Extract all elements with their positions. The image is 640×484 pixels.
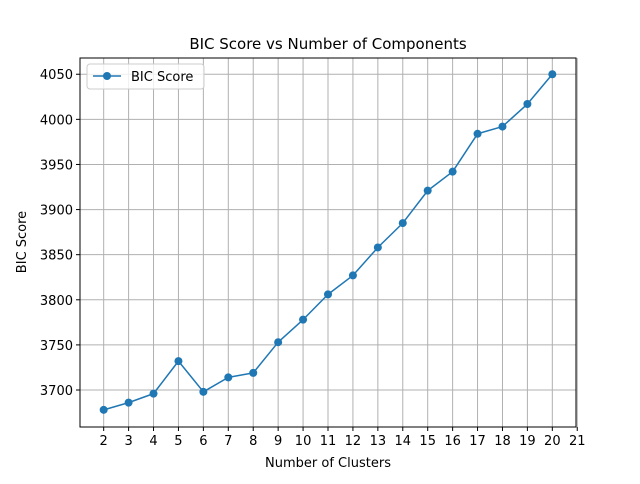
y-tick-label: 3750 (40, 339, 73, 354)
x-tick-label: 11 (320, 434, 337, 449)
data-point (423, 186, 432, 195)
data-point (523, 100, 532, 109)
data-point (249, 368, 258, 377)
x-axis-ticks: 2 3 4 5 6 7 8 9 10 11 12 13 14 15 16 17 18 19 20 21 (100, 427, 586, 449)
data-point (398, 219, 407, 228)
x-tick-label: 20 (544, 434, 561, 449)
x-tick-label: 18 (494, 434, 511, 449)
legend-box (86, 63, 205, 90)
y-tick-label: 3900 (40, 204, 73, 219)
data-point (498, 122, 507, 131)
y-tick-label: 3700 (40, 384, 73, 399)
legend-marker-sample (103, 72, 111, 80)
data-point (99, 405, 108, 414)
data-point (199, 387, 208, 396)
legend: BIC Score (86, 63, 205, 90)
x-tick-label: 17 (469, 434, 486, 449)
x-axis-label: Number of Clusters (265, 456, 391, 471)
y-tick-label: 4050 (40, 68, 73, 83)
x-tick-label: 19 (519, 434, 536, 449)
x-tick-label: 14 (395, 434, 412, 449)
data-point (548, 70, 557, 79)
data-point (324, 290, 332, 299)
x-tick-label: 7 (224, 434, 232, 449)
y-tick-label: 3850 (40, 249, 73, 264)
x-tick-label: 6 (199, 434, 207, 449)
chart-title: BIC Score vs Number of Components (189, 35, 467, 53)
x-tick-label: 3 (124, 434, 132, 449)
x-tick-label: 10 (295, 434, 312, 449)
data-point (224, 373, 233, 382)
x-tick-label: 13 (370, 434, 387, 449)
data-point (448, 167, 457, 176)
y-axis-label: BIC Score (15, 211, 30, 273)
y-tick-label: 3800 (40, 294, 73, 309)
x-tick-label: 9 (274, 434, 282, 449)
x-tick-label: 16 (444, 434, 461, 449)
grid-lines (80, 58, 578, 427)
x-tick-label: 5 (174, 434, 182, 449)
y-axis-ticks: 3700 3750 3800 3850 3900 3950 4000 4050 (40, 68, 80, 399)
data-point (149, 389, 158, 398)
data-point (348, 271, 357, 280)
data-point (174, 357, 183, 366)
x-tick-label: 8 (249, 434, 257, 449)
data-point (299, 315, 308, 324)
y-tick-label: 3950 (40, 158, 73, 173)
x-tick-label: 2 (100, 434, 108, 449)
x-tick-label: 4 (149, 434, 157, 449)
data-point (373, 243, 382, 252)
data-point (473, 129, 482, 138)
x-tick-label: 21 (569, 434, 586, 449)
legend-label: BIC Score (131, 70, 193, 85)
data-point (124, 398, 133, 407)
x-tick-label: 12 (345, 434, 362, 449)
series-layer (99, 70, 557, 414)
y-tick-label: 4000 (40, 113, 73, 128)
x-tick-label: 15 (419, 434, 436, 449)
data-point (274, 338, 283, 347)
